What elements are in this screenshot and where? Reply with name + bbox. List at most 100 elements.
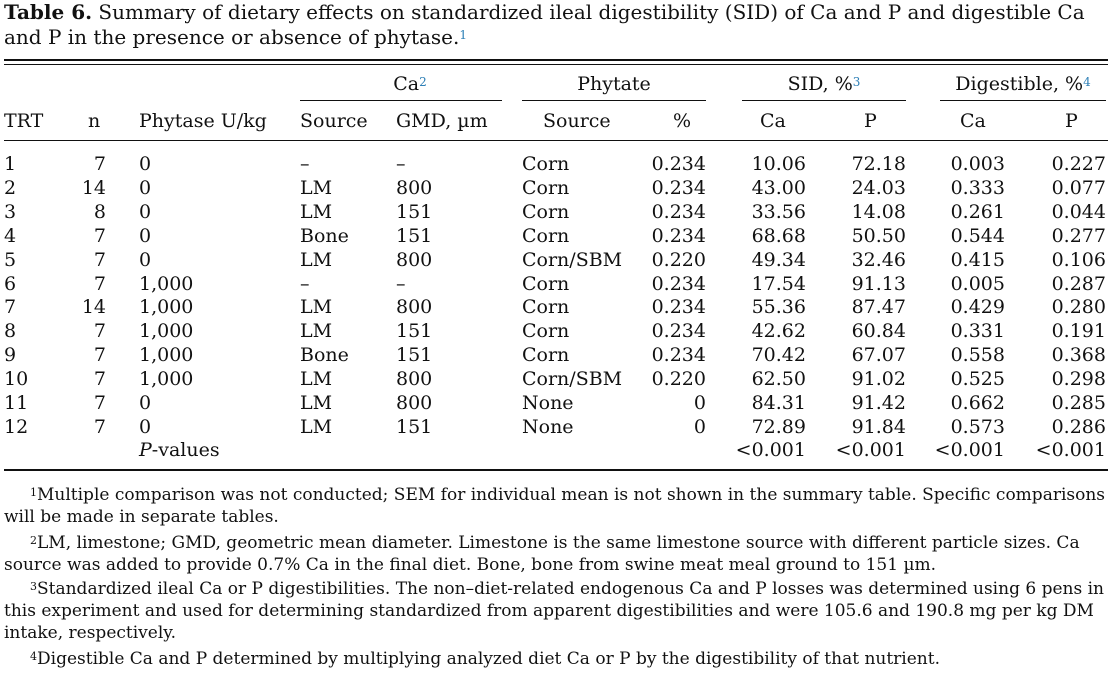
cell-phytase: 0 bbox=[139, 248, 152, 271]
cell-dig-ca: 0.331 bbox=[950, 320, 1005, 343]
cell-gmd: – bbox=[396, 272, 406, 295]
cell-phytate-source: Corn bbox=[522, 224, 570, 247]
table-title: Summary of dietary effects on standardiz… bbox=[4, 0, 1085, 49]
phytate-group-underline bbox=[522, 100, 706, 101]
cell-phytate-pct: 0.234 bbox=[651, 176, 706, 199]
cell-n: 7 bbox=[93, 368, 106, 391]
cell-n: 14 bbox=[81, 176, 106, 199]
col-header-dig-p: P bbox=[1065, 110, 1078, 132]
cell-dig-ca: 0.558 bbox=[950, 344, 1005, 367]
footnote-3: 3Standardized ileal Ca or P digestibilit… bbox=[4, 579, 1104, 643]
table-label: Table 6. bbox=[4, 0, 93, 24]
cell-dig-p: 0.077 bbox=[1051, 176, 1106, 199]
cell-gmd: 151 bbox=[396, 415, 433, 438]
cell-n: 7 bbox=[93, 224, 106, 247]
cell-dig-ca: 0.544 bbox=[950, 224, 1005, 247]
cell-ca-source: LM bbox=[300, 368, 333, 391]
cell-ca-source: LM bbox=[300, 296, 333, 319]
cell-dig-p: 0.106 bbox=[1051, 248, 1106, 271]
cell-n: 7 bbox=[93, 272, 106, 295]
col-header-phytate-pct: % bbox=[673, 110, 692, 132]
cell-sid-ca: 17.54 bbox=[751, 272, 806, 295]
header-group-phytate: Phytate bbox=[577, 73, 651, 95]
cell-n: 7 bbox=[93, 415, 106, 438]
digestible-footnote-ref[interactable]: 4 bbox=[1083, 75, 1091, 89]
cell-phytate-pct: 0.234 bbox=[651, 344, 706, 367]
cell-dig-ca: 0.415 bbox=[950, 248, 1005, 271]
cell-sid-p: 14.08 bbox=[851, 200, 906, 223]
cell-trt: 9 bbox=[4, 344, 17, 367]
cell-dig-ca: 0.333 bbox=[950, 176, 1005, 199]
cell-ca-source: LM bbox=[300, 200, 333, 223]
table-bottom-rule bbox=[4, 469, 1108, 471]
cell-dig-p: 0.368 bbox=[1051, 344, 1106, 367]
cell-sid-p: 91.13 bbox=[851, 272, 906, 295]
cell-phytase: 0 bbox=[139, 153, 152, 175]
cell-phytase: 0 bbox=[139, 392, 152, 414]
top-rule-thick bbox=[4, 59, 1108, 61]
col-header-phytate-source: Source bbox=[543, 110, 611, 132]
cell-trt: 8 bbox=[4, 320, 17, 343]
footnote-2: 2LM, limestone; GMD, geometric mean diam… bbox=[4, 533, 1080, 575]
cell-phytate-pct: 0.220 bbox=[651, 368, 706, 391]
cell-sid-p: 67.07 bbox=[851, 344, 906, 367]
header-group-sid: SID, %3 bbox=[787, 73, 861, 95]
cell-gmd: 151 bbox=[396, 200, 433, 223]
cell-gmd: 800 bbox=[396, 368, 433, 391]
cell-sid-ca: 70.42 bbox=[751, 344, 806, 367]
cell-phytate-pct: 0.234 bbox=[651, 272, 706, 295]
cell-ca-source: LM bbox=[300, 320, 333, 343]
cell-phytate-source: Corn bbox=[522, 344, 570, 367]
footnote-4: 4Digestible Ca and P determined by multi… bbox=[30, 649, 940, 669]
cell-ca-source: LM bbox=[300, 415, 333, 438]
cell-gmd: 151 bbox=[396, 344, 433, 367]
cell-sid-p: 32.46 bbox=[851, 248, 906, 271]
col-header-gmd: GMD, µm bbox=[396, 110, 488, 132]
cell-sid-ca: 84.31 bbox=[751, 392, 806, 414]
cell-dig-ca: 0.005 bbox=[950, 272, 1005, 295]
cell-dig-ca: 0.003 bbox=[950, 153, 1005, 175]
ca-footnote-ref[interactable]: 2 bbox=[419, 75, 427, 89]
cell-phytate-source: Corn bbox=[522, 200, 570, 223]
cell-dig-p: 0.280 bbox=[1051, 296, 1106, 319]
caption-footnote-ref[interactable]: 1 bbox=[459, 28, 468, 42]
cell-phytase: 0 bbox=[139, 200, 152, 223]
cell-gmd: 151 bbox=[396, 224, 433, 247]
cell-phytate-pct: 0.234 bbox=[651, 153, 706, 175]
cell-phytate-source: Corn bbox=[522, 153, 570, 175]
pvalue-dig-p: <0.001 bbox=[1035, 439, 1106, 461]
cell-sid-p: 50.50 bbox=[851, 224, 906, 247]
cell-dig-ca: 0.662 bbox=[950, 392, 1005, 414]
cell-trt: 6 bbox=[4, 272, 17, 295]
cell-dig-p: 0.277 bbox=[1051, 224, 1106, 247]
cell-phytate-source: None bbox=[522, 392, 574, 414]
cell-sid-ca: 49.34 bbox=[751, 248, 806, 271]
cell-phytase: 1,000 bbox=[139, 320, 194, 343]
footnote-1: 1Multiple comparison was not conducted; … bbox=[4, 485, 1106, 527]
cell-gmd: 800 bbox=[396, 392, 433, 414]
cell-sid-p: 87.47 bbox=[851, 296, 906, 319]
sid-footnote-ref[interactable]: 3 bbox=[852, 75, 861, 89]
cell-trt: 5 bbox=[4, 248, 17, 271]
digestible-group-underline bbox=[940, 100, 1106, 101]
cell-sid-p: 24.03 bbox=[851, 176, 906, 199]
cell-gmd: 800 bbox=[396, 248, 433, 271]
cell-phytate-pct: 0.234 bbox=[651, 224, 706, 247]
cell-dig-ca: 0.429 bbox=[950, 296, 1005, 319]
cell-ca-source: LM bbox=[300, 392, 333, 414]
cell-n: 7 bbox=[93, 320, 106, 343]
cell-trt: 7 bbox=[4, 296, 17, 319]
cell-trt: 1 bbox=[4, 153, 17, 175]
cell-phytate-source: Corn/SBM bbox=[522, 248, 623, 271]
cell-dig-ca: 0.573 bbox=[950, 415, 1005, 438]
cell-sid-ca: 10.06 bbox=[751, 153, 806, 175]
col-header-ca-source: Source bbox=[300, 110, 368, 132]
cell-phytase: 1,000 bbox=[139, 344, 194, 367]
pvalue-sid-p: <0.001 bbox=[835, 439, 906, 461]
table-caption: Table 6. Summary of dietary effects on s… bbox=[4, 0, 1108, 50]
cell-trt: 11 bbox=[4, 392, 29, 414]
cell-phytate-pct: 0.220 bbox=[651, 248, 706, 271]
cell-sid-p: 60.84 bbox=[851, 320, 906, 343]
cell-phytase: 1,000 bbox=[139, 296, 194, 319]
cell-sid-ca: 42.62 bbox=[751, 320, 806, 343]
